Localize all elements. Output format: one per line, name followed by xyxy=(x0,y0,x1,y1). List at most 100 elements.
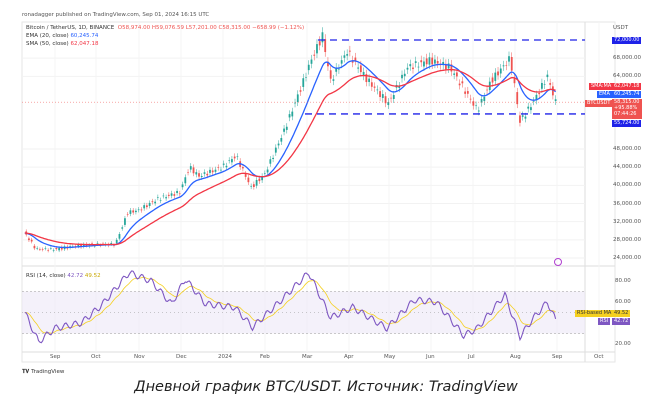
symbol-tag: BTCUSDT xyxy=(585,100,613,107)
candle xyxy=(250,186,253,187)
legend-sma: SMA (50, close) 62,047.18 xyxy=(26,41,98,47)
candle xyxy=(96,242,99,244)
candle xyxy=(324,39,327,53)
ema-tag: 60,245.74 xyxy=(612,91,642,98)
time-tick: Mar xyxy=(302,354,313,360)
candle xyxy=(365,74,368,83)
candle xyxy=(502,65,505,67)
rsi-tag: 42.72 xyxy=(612,318,631,325)
candle xyxy=(409,64,412,67)
candle xyxy=(466,91,469,94)
candle xyxy=(445,63,447,70)
candle xyxy=(228,160,231,161)
candle xyxy=(332,79,335,81)
legend-rsi: RSI (14, close) 42.72 49.52 xyxy=(26,273,101,279)
candle xyxy=(39,249,41,250)
candle xyxy=(269,159,272,164)
ema-name-tag: EMA xyxy=(597,91,612,98)
caption: Дневной график BTC/USDT. Источник: Tradi… xyxy=(134,379,518,395)
candle xyxy=(225,165,228,168)
rsi-band xyxy=(22,291,585,334)
candle xyxy=(302,78,305,87)
price-tick: 40,000.00 xyxy=(613,182,641,189)
candle xyxy=(233,156,236,159)
candle xyxy=(373,86,376,88)
publisher-line: ronadagger published on TradingView.com,… xyxy=(22,12,210,18)
candle xyxy=(121,227,124,229)
time-tick: Apr xyxy=(344,354,354,360)
candle xyxy=(28,238,30,241)
tradingview-logo[interactable]: 𝐓𝐕 TradingView xyxy=(22,369,64,376)
candle xyxy=(176,190,178,194)
price-tick: 48,000.00 xyxy=(613,146,641,152)
candle xyxy=(170,193,173,196)
price-tick: 36,000.00 xyxy=(613,200,641,207)
candle xyxy=(351,60,354,63)
candle xyxy=(469,98,472,100)
candle xyxy=(477,110,480,112)
candle xyxy=(497,71,499,76)
support-tag: 55,724.00 xyxy=(612,120,642,127)
candle xyxy=(428,57,431,65)
time-tick: 2024 xyxy=(218,354,232,360)
candle xyxy=(291,111,294,117)
candle xyxy=(244,174,247,177)
candle xyxy=(126,214,129,215)
candle xyxy=(368,78,370,82)
candle xyxy=(159,200,162,201)
candle xyxy=(47,250,50,251)
candle xyxy=(118,234,121,239)
candle xyxy=(370,82,373,87)
candle xyxy=(455,72,458,77)
candle xyxy=(420,60,423,63)
event-marker-icon xyxy=(554,258,562,266)
candle xyxy=(499,68,502,74)
candle xyxy=(181,184,184,188)
ohlc-high: H59,076.59 xyxy=(151,25,184,31)
candle xyxy=(36,248,39,249)
ohlc-close: C58,315.00 xyxy=(218,25,251,31)
candle xyxy=(30,239,33,242)
candle xyxy=(200,176,203,178)
candle xyxy=(143,205,146,209)
candle xyxy=(154,201,157,204)
candle xyxy=(220,169,222,171)
candle xyxy=(384,96,387,104)
price-tag: 58,315.00 xyxy=(614,99,640,105)
candle xyxy=(541,82,543,89)
candle xyxy=(231,159,233,163)
candle xyxy=(412,67,414,70)
currency-label: USDT xyxy=(613,25,629,31)
candle xyxy=(113,245,115,246)
rsi-ma-tag: 49.52 xyxy=(612,310,631,317)
legend-ema: EMA (20, close) 60,245.74 xyxy=(26,33,98,39)
candle xyxy=(417,66,420,68)
time-tick: Oct xyxy=(594,354,604,360)
candle xyxy=(129,210,132,214)
time-tick: May xyxy=(384,354,396,360)
candle xyxy=(447,63,450,69)
candle xyxy=(458,83,461,86)
sma-label: SMA (50, close) xyxy=(26,41,69,47)
candle xyxy=(338,68,340,70)
candle xyxy=(192,167,195,174)
candle xyxy=(156,197,159,198)
candle xyxy=(140,209,143,211)
candle xyxy=(165,197,167,199)
time-tick: Sep xyxy=(50,354,61,360)
candle xyxy=(357,67,360,69)
rsi-tick: 80.00 xyxy=(615,278,631,284)
candle xyxy=(77,244,80,247)
time-tick: Nov xyxy=(134,354,145,360)
candle xyxy=(381,94,384,98)
ohlc-low: L57,201.00 xyxy=(185,25,217,31)
candle xyxy=(33,245,36,249)
rsi-value: 42.72 xyxy=(67,273,84,279)
candle xyxy=(283,128,285,132)
candle xyxy=(486,89,488,91)
time-tick: Oct xyxy=(91,354,101,360)
candle xyxy=(549,83,552,85)
time-tick: Aug xyxy=(510,354,521,360)
candle xyxy=(222,163,225,165)
candle xyxy=(167,194,170,196)
